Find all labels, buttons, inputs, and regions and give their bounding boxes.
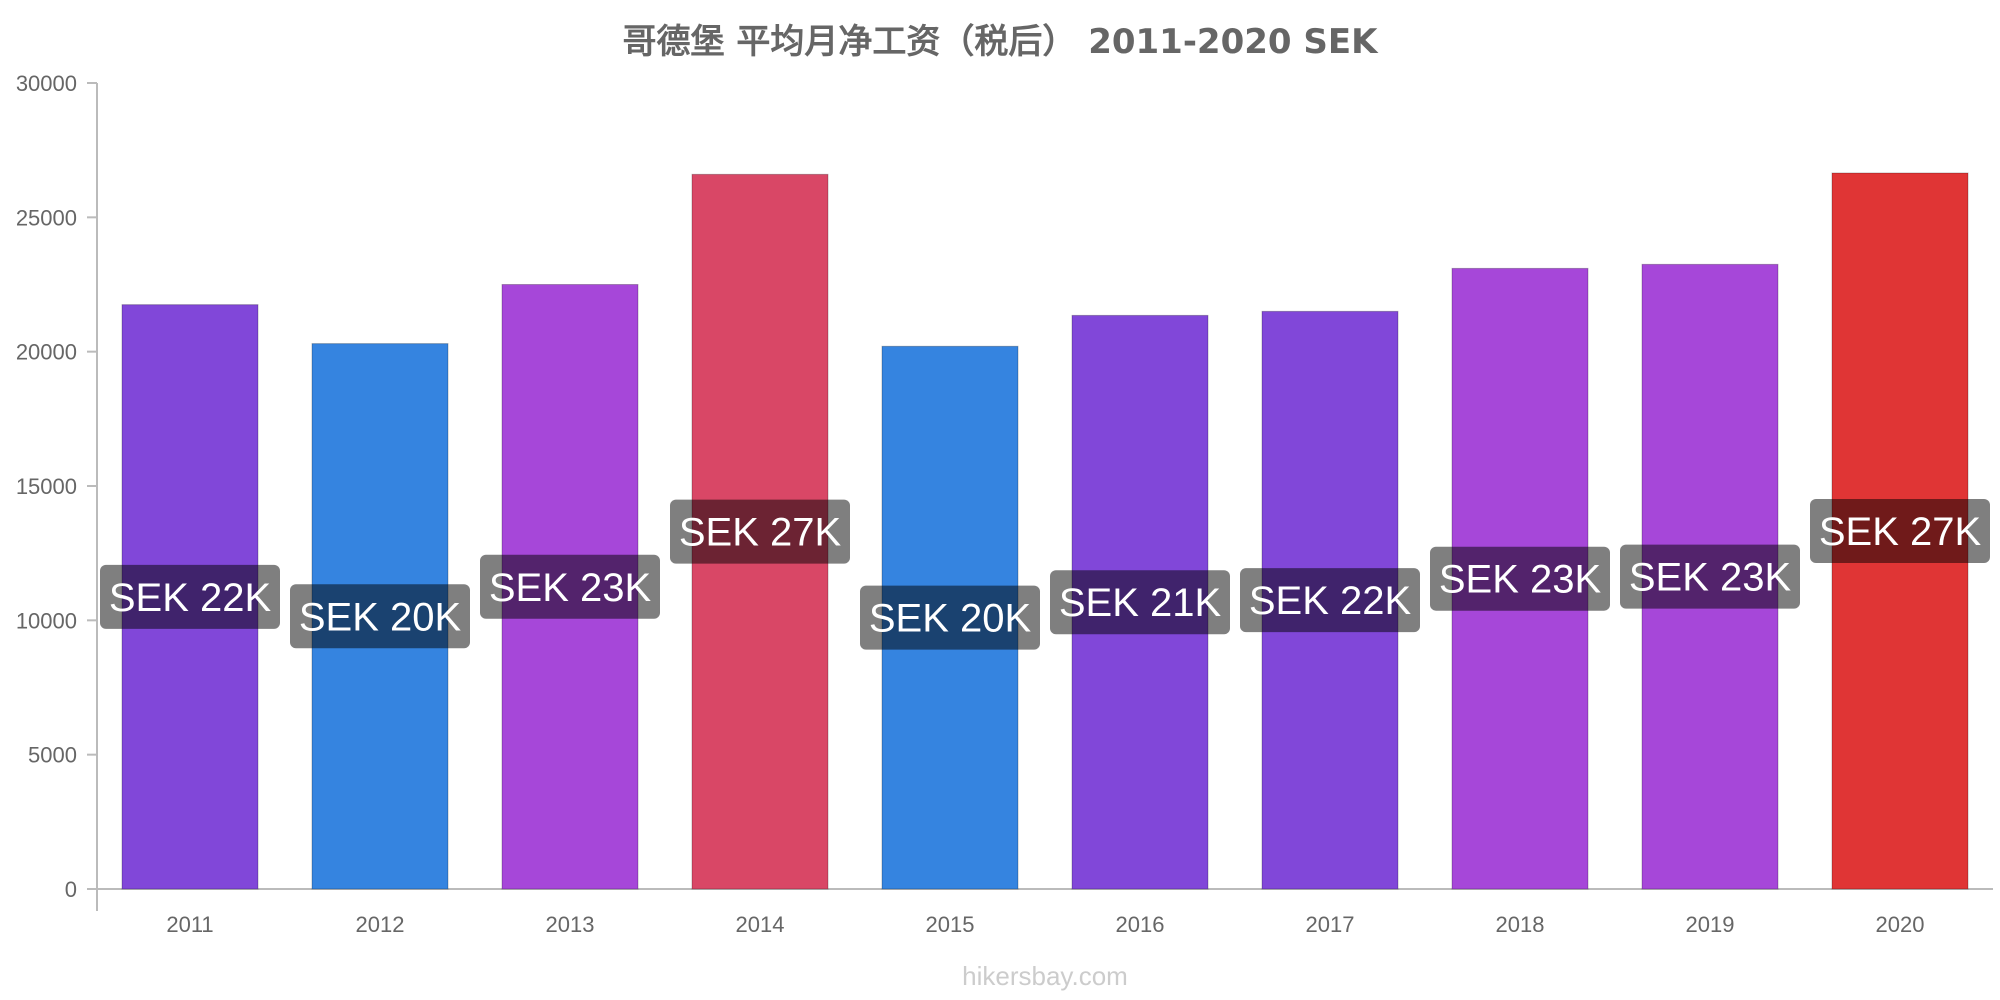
y-tick-label: 25000 [16,205,77,230]
data-label: SEK 23K [1439,558,1602,602]
x-tick-label: 2014 [736,912,785,937]
y-tick-label: 5000 [28,743,77,768]
data-label: SEK 21K [1059,581,1222,625]
y-tick-label: 0 [65,877,77,902]
data-label-box [1430,546,1610,611]
data-label-box [1810,499,1990,564]
bars [121,172,1969,890]
data-label: SEK 27K [679,511,842,555]
x-tick-label: 2012 [356,912,405,937]
data-label-box [1240,568,1420,633]
x-tick-label: 2013 [546,912,595,937]
data-label-box [860,585,1040,650]
y-tick-label: 20000 [16,340,77,365]
watermark: hikersbay.com [962,961,1128,991]
x-tick-label: 2016 [1116,912,1165,937]
data-label: SEK 23K [1629,556,1792,600]
data-label-box [1050,570,1230,635]
x-tick-label: 2019 [1686,912,1735,937]
x-tick-label: 2011 [166,912,213,937]
data-label-box [290,584,470,649]
y-tick-label: 10000 [16,608,77,633]
data-label: SEK 20K [869,597,1032,641]
y-tick-label: 15000 [16,474,77,499]
data-label: SEK 20K [299,595,462,639]
data-label-box [1620,544,1800,609]
data-label-box [100,564,280,629]
chart-title: 哥德堡 平均月净工资（税后） 2011-2020 SEK [623,22,1380,62]
x-tick-label: 2017 [1306,912,1355,937]
data-label: SEK 22K [109,576,272,620]
data-label: SEK 23K [489,566,652,610]
x-tick-label: 2020 [1876,912,1925,937]
x-tick-label: 2015 [926,912,975,937]
data-label-box [670,499,850,564]
data-labels: SEK 22K SEK 20K SEK 23K SEK 27K SEK 20K SEK 2… [100,499,1990,650]
data-label-box [480,554,660,619]
data-label: SEK 22K [1249,579,1412,623]
y-tick-label: 30000 [16,71,77,96]
data-label: SEK 27K [1819,510,1982,554]
x-tick-label: 2018 [1496,912,1545,937]
